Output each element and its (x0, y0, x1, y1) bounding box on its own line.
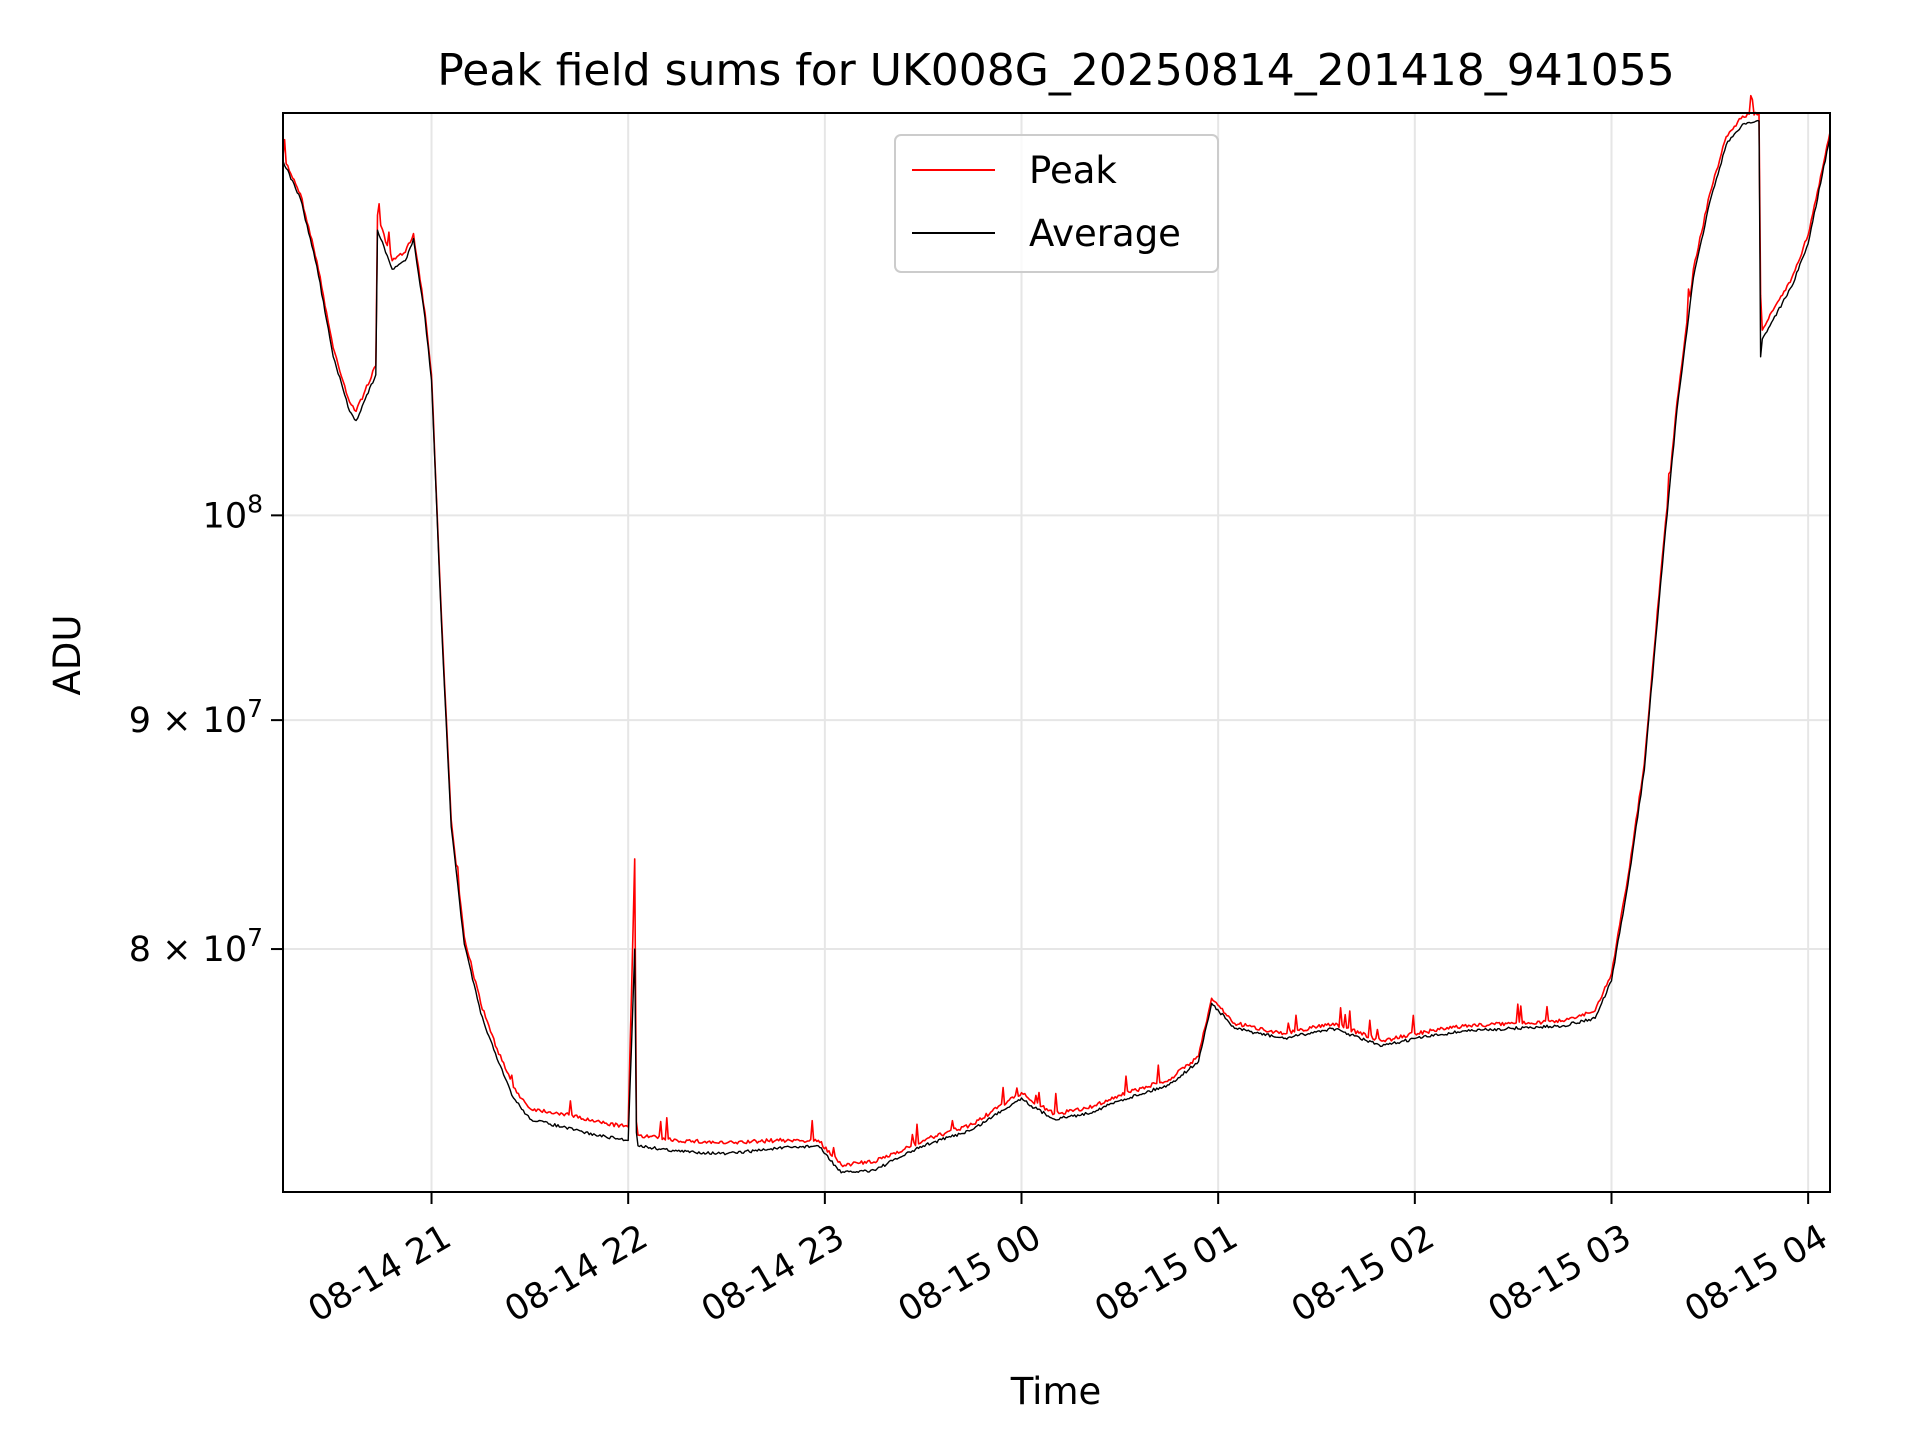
y-tick-label: 108 (203, 489, 263, 536)
series-line-average (282, 119, 1831, 1174)
y-tick-base: 10 (203, 496, 248, 536)
y-tick-label-text: 9 × 107 (129, 694, 263, 741)
y-axis-label: ADU (46, 615, 89, 696)
plot-frame (282, 112, 1831, 1193)
grid (283, 113, 1830, 1192)
x-axis-label: Time (1010, 1370, 1102, 1413)
y-tick-base: 9 × 10 (129, 701, 247, 741)
y-tick-exponent: 7 (247, 694, 263, 723)
chart-title: Peak field sums for UK008G_20250814_2014… (437, 45, 1674, 96)
y-tick-label-text: 8 × 107 (129, 923, 263, 970)
legend-label-average: Average (1029, 212, 1181, 255)
series-lines (282, 94, 1831, 1174)
y-tick-exponent: 7 (247, 923, 263, 952)
y-tick-exponent: 8 (247, 489, 263, 518)
y-tick-label: 9 × 107 (129, 694, 263, 741)
legend-label-peak: Peak (1029, 149, 1117, 192)
y-tick-label: 8 × 107 (129, 923, 263, 970)
series-line-peak (282, 94, 1831, 1168)
legend: Peak Average (894, 134, 1219, 273)
y-tick-label-text: 108 (203, 489, 263, 536)
y-tick-base: 8 × 10 (129, 930, 247, 970)
